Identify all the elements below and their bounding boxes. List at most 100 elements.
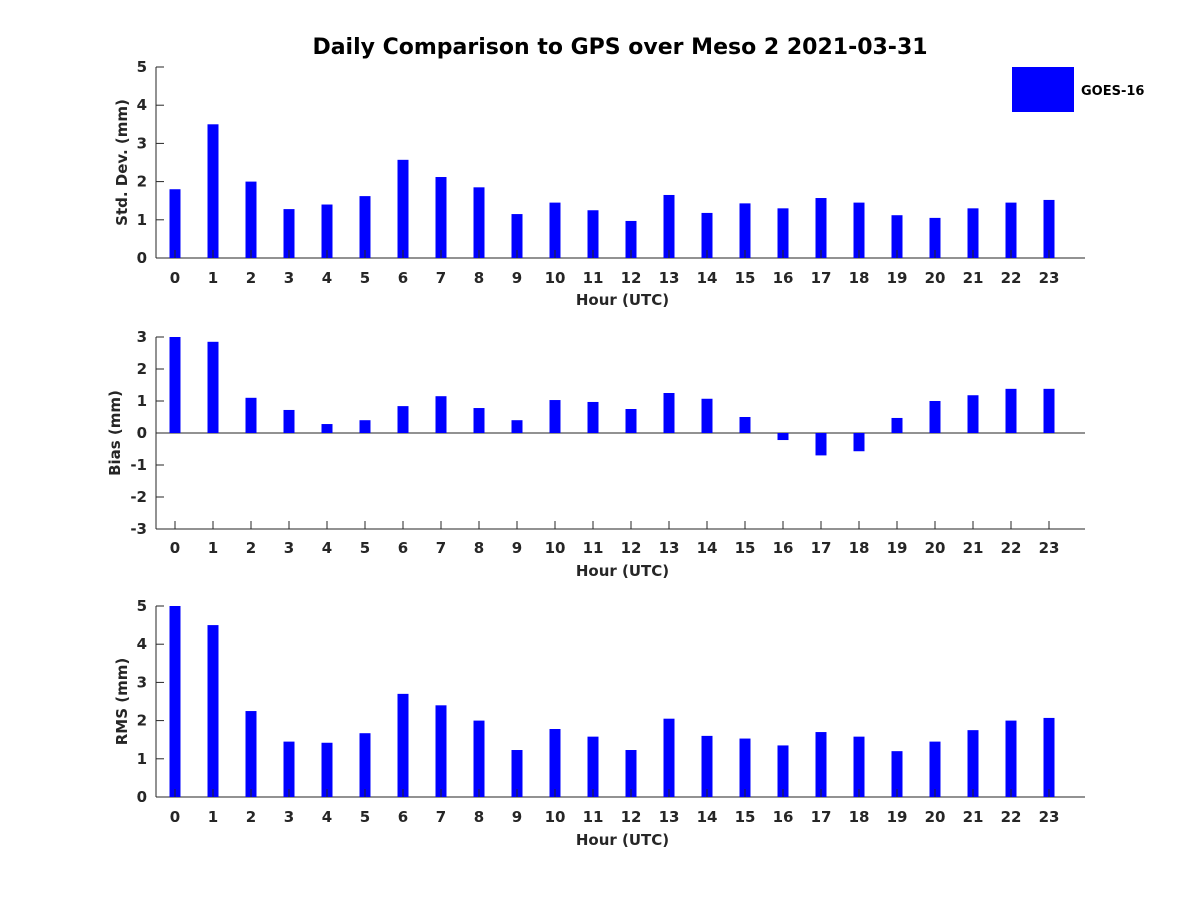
- x-tick-label: 1: [208, 269, 218, 287]
- bar-hour-23: [1043, 717, 1055, 797]
- y-axis-label: RMS (mm): [113, 658, 131, 745]
- x-tick-label: 8: [474, 808, 484, 826]
- x-tick-label: 6: [398, 269, 408, 287]
- x-tick-label: 1: [208, 808, 218, 826]
- x-tick-label: 19: [887, 539, 908, 557]
- bar-hour-19: [891, 215, 903, 258]
- bar-hour-22: [1005, 202, 1017, 258]
- x-tick-label: 17: [811, 269, 832, 287]
- x-tick-label: 0: [170, 539, 180, 557]
- bar-hour-12: [625, 750, 637, 797]
- y-tick-label: 0: [137, 788, 147, 806]
- y-tick-label: 2: [137, 712, 147, 730]
- bar-hour-12: [625, 220, 637, 258]
- x-tick-label: 0: [170, 269, 180, 287]
- x-tick-label: 23: [1039, 539, 1060, 557]
- x-tick-label: 19: [887, 269, 908, 287]
- x-tick-label: 15: [735, 269, 756, 287]
- bar-hour-0: [169, 606, 181, 797]
- y-tick-label: 5: [137, 58, 147, 76]
- x-axis-label: Hour (UTC): [576, 562, 669, 580]
- x-tick-label: 10: [545, 539, 566, 557]
- bar-hour-11: [587, 210, 599, 258]
- x-tick-label: 6: [398, 808, 408, 826]
- bar-hour-2: [245, 181, 257, 258]
- x-tick-label: 23: [1039, 269, 1060, 287]
- bar-hour-0: [169, 337, 181, 433]
- bar-hour-20: [929, 217, 941, 258]
- y-tick-label: 4: [137, 96, 147, 114]
- bar-hour-3: [283, 741, 295, 797]
- bar-hour-1: [207, 625, 219, 797]
- bar-hour-7: [435, 705, 447, 797]
- bar-hour-6: [397, 159, 409, 258]
- x-tick-label: 18: [849, 539, 870, 557]
- bar-hour-17: [815, 198, 827, 258]
- y-tick-label: 2: [137, 360, 147, 378]
- x-tick-label: 4: [322, 269, 332, 287]
- x-tick-label: 2: [246, 808, 256, 826]
- bar-hour-17: [815, 433, 827, 456]
- bar-hour-18: [853, 736, 865, 797]
- bar-hour-16: [777, 745, 789, 797]
- bar-hour-21: [967, 395, 979, 433]
- bar-hour-5: [359, 196, 371, 258]
- legend-swatch: [1012, 67, 1074, 112]
- y-tick-label: 1: [137, 392, 147, 410]
- x-tick-label: 14: [697, 269, 718, 287]
- bar-hour-5: [359, 733, 371, 797]
- x-tick-label: 10: [545, 808, 566, 826]
- bar-hour-7: [435, 177, 447, 258]
- bar-hour-13: [663, 718, 675, 797]
- y-tick-label: 1: [137, 211, 147, 229]
- bar-hour-3: [283, 409, 295, 433]
- bar-hour-23: [1043, 388, 1055, 433]
- x-tick-label: 18: [849, 269, 870, 287]
- y-axis-label: Bias (mm): [106, 390, 124, 476]
- bar-hour-6: [397, 406, 409, 433]
- bar-hour-15: [739, 738, 751, 797]
- bar-hour-8: [473, 187, 485, 258]
- x-tick-label: 4: [322, 539, 332, 557]
- x-tick-label: 17: [811, 808, 832, 826]
- bar-hour-7: [435, 396, 447, 433]
- bar-hour-10: [549, 729, 561, 797]
- bar-hour-9: [511, 750, 523, 797]
- x-tick-label: 21: [963, 539, 984, 557]
- bar-hour-5: [359, 420, 371, 433]
- bar-hour-8: [473, 408, 485, 433]
- bar-hour-21: [967, 208, 979, 258]
- x-tick-label: 20: [925, 808, 946, 826]
- y-tick-label: 2: [137, 173, 147, 191]
- y-tick-label: 3: [137, 328, 147, 346]
- x-tick-label: 16: [773, 539, 794, 557]
- figure-title: Daily Comparison to GPS over Meso 2 2021…: [312, 35, 927, 60]
- x-tick-label: 22: [1001, 808, 1022, 826]
- bar-hour-3: [283, 209, 295, 258]
- x-tick-label: 2: [246, 539, 256, 557]
- bar-hour-15: [739, 417, 751, 433]
- bar-hour-1: [207, 124, 219, 258]
- x-tick-label: 4: [322, 808, 332, 826]
- y-tick-label: 5: [137, 597, 147, 615]
- x-tick-label: 20: [925, 269, 946, 287]
- x-tick-label: 3: [284, 539, 294, 557]
- y-axis-label: Std. Dev. (mm): [113, 99, 131, 226]
- x-tick-label: 3: [284, 269, 294, 287]
- x-tick-label: 5: [360, 269, 370, 287]
- y-tick-label: -1: [130, 456, 147, 474]
- bar-hour-12: [625, 409, 637, 433]
- bar-hour-10: [549, 400, 561, 433]
- x-tick-label: 11: [583, 269, 604, 287]
- x-axis-label: Hour (UTC): [576, 831, 669, 849]
- x-tick-label: 9: [512, 269, 522, 287]
- y-tick-label: -2: [130, 488, 147, 506]
- bar-hour-14: [701, 398, 713, 433]
- y-tick-label: 1: [137, 750, 147, 768]
- x-tick-label: 7: [436, 269, 446, 287]
- x-tick-label: 12: [621, 539, 642, 557]
- y-tick-label: 0: [137, 249, 147, 267]
- y-tick-label: 4: [137, 635, 147, 653]
